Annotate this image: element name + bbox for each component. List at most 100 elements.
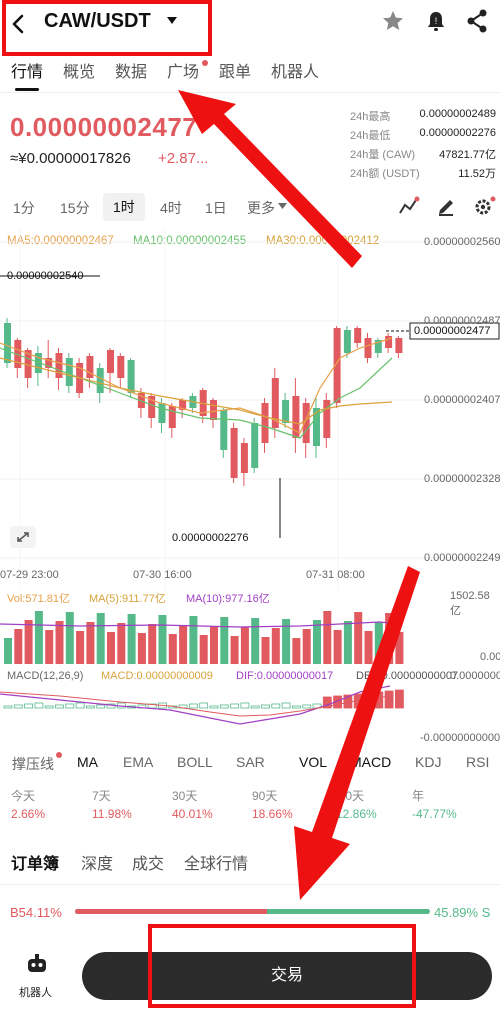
volume-bar [168,634,177,664]
volume-label: Vol:571.81亿 [7,593,70,605]
macd-bar [394,689,404,709]
interval-more[interactable]: 更多 [247,200,275,216]
indicator-ma[interactable]: MA [77,754,98,770]
tab-orderbook[interactable]: 订单簿 [11,856,60,873]
candle-body [354,328,362,343]
indicator-ema[interactable]: EMA [123,754,154,770]
volume-bar [230,636,239,664]
y-tick: 0.00000002407 [424,394,500,406]
chevron-down-icon[interactable] [166,16,178,26]
tab-copy-trade[interactable]: 跟单 [219,64,252,81]
sell-ratio: 45.89% S [434,905,491,920]
indicator-icon[interactable] [398,196,420,216]
perf-value: 2.66% [11,807,46,821]
interval-1m[interactable]: 1分 [13,200,35,216]
candle-body [251,423,259,468]
candle-body [313,408,320,446]
indicator-kdj[interactable]: KDJ [415,754,442,770]
perf-period: 90天 [252,789,278,803]
indicator-sar[interactable]: SAR [236,754,265,770]
volume-bar [127,614,136,664]
candle-body [65,358,73,386]
more-chevron-icon[interactable] [278,203,287,210]
interval-1h[interactable]: 1时 [103,193,145,221]
macd-bar [219,704,229,709]
x-tick: 07-30 16:00 [133,569,192,581]
volume-bar [282,619,291,664]
volume-bar [271,628,280,664]
indicator-boll[interactable]: BOLL [177,754,213,770]
expand-icon[interactable] [10,526,36,548]
candlestick-chart[interactable] [0,228,500,590]
macd-bar [65,703,75,709]
perf-period: 180天 [332,789,365,803]
perf-period: 30天 [172,789,198,803]
macd-bar [75,702,85,709]
macd-bar [364,692,373,709]
volume-bar [86,622,95,664]
candle-body [14,340,22,368]
star-icon[interactable] [382,10,404,32]
tab-trades[interactable]: 成交 [132,856,165,873]
tab-depth[interactable]: 深度 [81,856,114,873]
share-icon[interactable] [466,9,488,33]
macd-bar [250,705,260,709]
volume-bar [117,623,126,664]
volume-bar [374,622,383,664]
ma5-label: MA5:0.00000002467 [7,235,114,247]
pair-title[interactable]: CAW/USDT [44,10,151,32]
tab-global-market[interactable]: 全球行情 [184,856,249,873]
macd-top-label: 0.0000000002 [450,670,500,682]
robot-icon[interactable] [25,952,49,976]
top-header: CAW/USDT ! [0,0,500,56]
active-tab-indicator [15,88,39,91]
candle-body [86,356,94,378]
volume-bar [24,620,33,664]
volume-bar [107,632,115,664]
volume-bar [364,631,373,664]
volume-bar [96,613,105,664]
candle-body [168,406,176,428]
perf-value: -47.77% [412,807,457,821]
y-tick: 0.00000002487 [424,315,500,327]
price-change: +2.87... [158,150,209,167]
candle-body [364,338,372,358]
candle-body [323,400,331,438]
notification-dot [56,752,62,758]
volume-bar [14,629,23,664]
interval-1d[interactable]: 1日 [205,200,227,216]
settings-gear-icon[interactable] [474,196,496,216]
low-marker: 0.00000002276 [172,532,249,544]
macd-bar [13,704,23,709]
back-icon[interactable] [10,14,26,34]
stat-row: 24h额 (USDT) 11.52万 [350,168,496,180]
tab-data[interactable]: 数据 [115,64,148,81]
volume-bar [292,638,301,664]
indicator-macd[interactable]: MACD [350,754,392,770]
indicator-rsi[interactable]: RSI [466,754,490,770]
volume-bar [189,616,198,664]
tab-overview[interactable]: 概览 [63,64,96,81]
macd-bar [86,705,95,709]
last-price: 0.00000002477 [10,112,198,142]
interval-15m[interactable]: 15分 [60,200,90,216]
candle-body [179,400,187,410]
dea-value: DEA:0.00000000007 [356,670,459,682]
interval-4h[interactable]: 4时 [160,200,182,216]
macd-bar [24,703,34,709]
candle-body [385,336,393,348]
candle-body [148,396,156,418]
bot-label[interactable]: 机器人 [19,987,52,999]
tab-bots[interactable]: 机器人 [271,64,320,81]
tab-square[interactable]: 广场 [167,64,200,81]
macd-bar [384,690,394,709]
candle-body [55,353,63,378]
macd-title: MACD(12,26,9) [7,670,84,682]
tab-market[interactable]: 行情 [11,64,44,81]
draw-tool-icon[interactable] [436,196,456,216]
macd-chart [0,685,404,725]
volume-bar [137,633,146,664]
indicator-vol[interactable]: VOL [299,754,328,770]
indicator-support[interactable]: 撑压线 [12,756,54,772]
alert-bell-icon[interactable]: ! [424,9,448,33]
